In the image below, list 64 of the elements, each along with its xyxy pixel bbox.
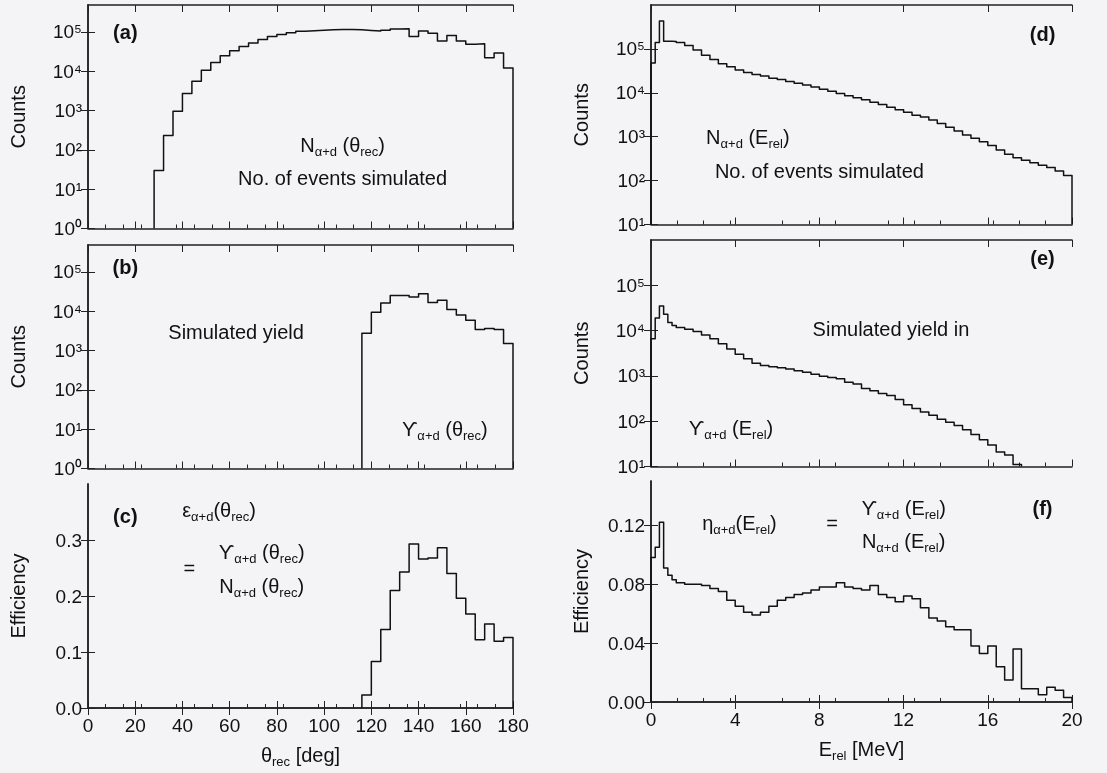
y-tick-label: 10¹ [54,418,82,440]
x-tick-label: 100 [308,715,340,736]
x-tick-label: 0 [645,709,657,730]
y-tick-label: 10⁴ [615,82,645,104]
y-tick-label: 0.12 [608,514,645,536]
y-axis-title: Counts [570,321,592,385]
x-tick-label: 180 [497,715,529,736]
annotation: (c) [113,504,138,527]
y-tick-label: 10² [617,170,645,192]
x-tick-label: 16 [977,709,999,730]
y-tick-label: 10¹ [617,456,645,477]
y-tick-label: 10⁴ [52,60,82,82]
annotation: Simulated yield [168,321,304,344]
y-tick-label: 10³ [617,365,645,387]
y-axis-title: Efficiency [570,548,592,635]
y-tick-label: 0.3 [55,529,82,551]
y-tick-label: 0.00 [608,691,645,713]
y-tick-label: 10⁰ [53,458,82,479]
y-tick-label: 10² [54,139,82,161]
x-tick-label: 160 [449,715,482,736]
annotation: No. of events simulated [714,159,924,182]
y-tick-label: 10² [54,379,82,401]
annotation: = [826,511,838,534]
x-tick-label: 140 [402,715,435,736]
x-tick-label: 12 [893,709,915,730]
x-tick-label: 8 [814,709,825,730]
y-tick-label: 10⁵ [52,21,82,43]
annotation: (a) [113,21,138,43]
y-tick-label: 10¹ [54,178,82,200]
annotation: = [183,556,196,579]
x-tick-label: 20 [124,715,146,736]
y-tick-label: 10³ [54,339,82,361]
annotation: (d) [1029,23,1056,46]
y-tick-label: 10⁰ [53,218,82,239]
y-axis-title: Counts [7,325,29,389]
y-tick-label: 10³ [54,99,82,121]
annotation: Simulated yield in [812,318,970,341]
annotation: (b) [112,256,139,279]
y-tick-label: 0.2 [55,585,82,607]
annotation: (f) [1032,496,1053,519]
y-tick-label: 0.1 [55,641,82,663]
y-tick-label: 0.0 [55,697,82,719]
y-tick-label: 0.04 [608,632,646,654]
x-tick-label: 4 [729,709,741,730]
y-axis-title: Counts [7,85,29,149]
annotation: (e) [1030,247,1055,270]
y-tick-label: 10⁴ [615,320,645,342]
y-tick-label: 10⁴ [52,300,82,322]
y-tick-label: 10⁵ [52,261,82,283]
y-tick-label: 10¹ [617,214,645,235]
x-tick-label: 0 [82,715,94,736]
y-tick-label: 10⁵ [615,38,645,60]
x-tick-label: 80 [266,715,288,736]
y-tick-label: 10² [617,410,645,432]
y-tick-label: 0.08 [608,573,645,595]
y-tick-label: 10³ [617,126,645,148]
x-tick-label: 120 [355,715,388,736]
annotation: No. of events simulated [238,167,448,190]
y-tick-label: 10⁵ [615,274,645,296]
y-axis-title: Efficiency [7,553,29,639]
y-axis-title: Counts [570,83,592,147]
x-tick-label: 40 [171,715,194,736]
x-tick-label: 60 [219,715,241,736]
x-tick-label: 20 [1061,709,1083,730]
